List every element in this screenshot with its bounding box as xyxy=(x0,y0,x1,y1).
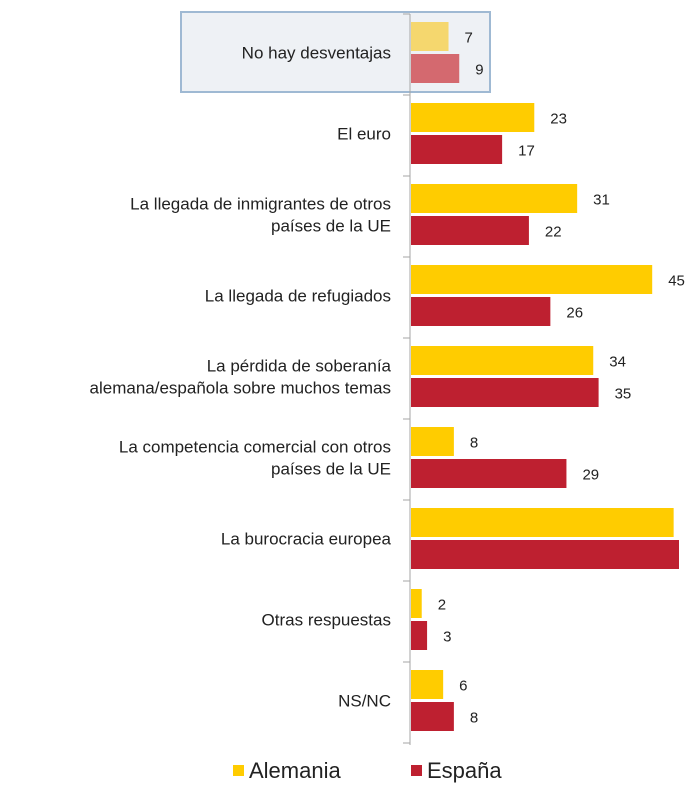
data-label: 23 xyxy=(550,111,567,128)
legend-label: Alemania xyxy=(249,758,341,783)
data-label: 17 xyxy=(518,143,535,160)
data-label: 35 xyxy=(615,386,632,403)
category-label: El euro xyxy=(337,125,391,144)
category-label: La burocracia europea xyxy=(221,530,392,549)
bar-alemania-0 xyxy=(411,22,449,51)
data-label: 34 xyxy=(609,354,626,371)
data-label: 26 xyxy=(566,305,583,322)
category-label: NS/NC xyxy=(338,692,391,711)
bar-espaa-8 xyxy=(411,702,454,731)
category-label: La llegada de refugiados xyxy=(205,287,391,306)
bar-alemania-5 xyxy=(411,427,454,456)
bar-espaa-1 xyxy=(411,135,503,164)
legend-label: España xyxy=(427,758,502,783)
bar-alemania-6 xyxy=(411,508,674,537)
data-label: 6 xyxy=(459,678,467,695)
legend-swatch-espaa xyxy=(411,765,422,776)
bar-espaa-2 xyxy=(411,216,529,245)
bar-alemania-3 xyxy=(411,265,653,294)
bar-espaa-3 xyxy=(411,297,551,326)
legend-swatch-alemania xyxy=(233,765,244,776)
bar-espaa-7 xyxy=(411,621,428,650)
bar-espaa-4 xyxy=(411,378,599,407)
data-label: 2 xyxy=(438,597,446,614)
data-label: 22 xyxy=(545,224,562,241)
bar-espaa-6 xyxy=(411,540,679,569)
bar-alemania-2 xyxy=(411,184,578,213)
category-label: países de la UE xyxy=(271,460,391,479)
bar-alemania-1 xyxy=(411,103,535,132)
category-label: La llegada de inmigrantes de otros xyxy=(130,195,391,214)
bar-alemania-7 xyxy=(411,589,422,618)
category-label: alemana/española sobre muchos temas xyxy=(90,379,391,398)
bar-espaa-5 xyxy=(411,459,567,488)
data-label: 8 xyxy=(470,710,478,727)
bar-espaa-0 xyxy=(411,54,460,83)
data-label: 31 xyxy=(593,192,610,209)
category-label: Otras respuestas xyxy=(262,611,391,630)
category-label: países de la UE xyxy=(271,217,391,236)
data-label: 45 xyxy=(668,273,685,290)
category-label: La competencia comercial con otros xyxy=(119,438,391,457)
data-label: 3 xyxy=(443,629,451,646)
data-label: 9 xyxy=(475,62,483,79)
bar-alemania-4 xyxy=(411,346,594,375)
data-label: 29 xyxy=(582,467,599,484)
data-label: 8 xyxy=(470,435,478,452)
category-label: La pérdida de soberanía xyxy=(207,357,392,376)
category-label: No hay desventajas xyxy=(242,44,391,63)
data-label: 7 xyxy=(465,30,473,47)
bar-alemania-8 xyxy=(411,670,444,699)
